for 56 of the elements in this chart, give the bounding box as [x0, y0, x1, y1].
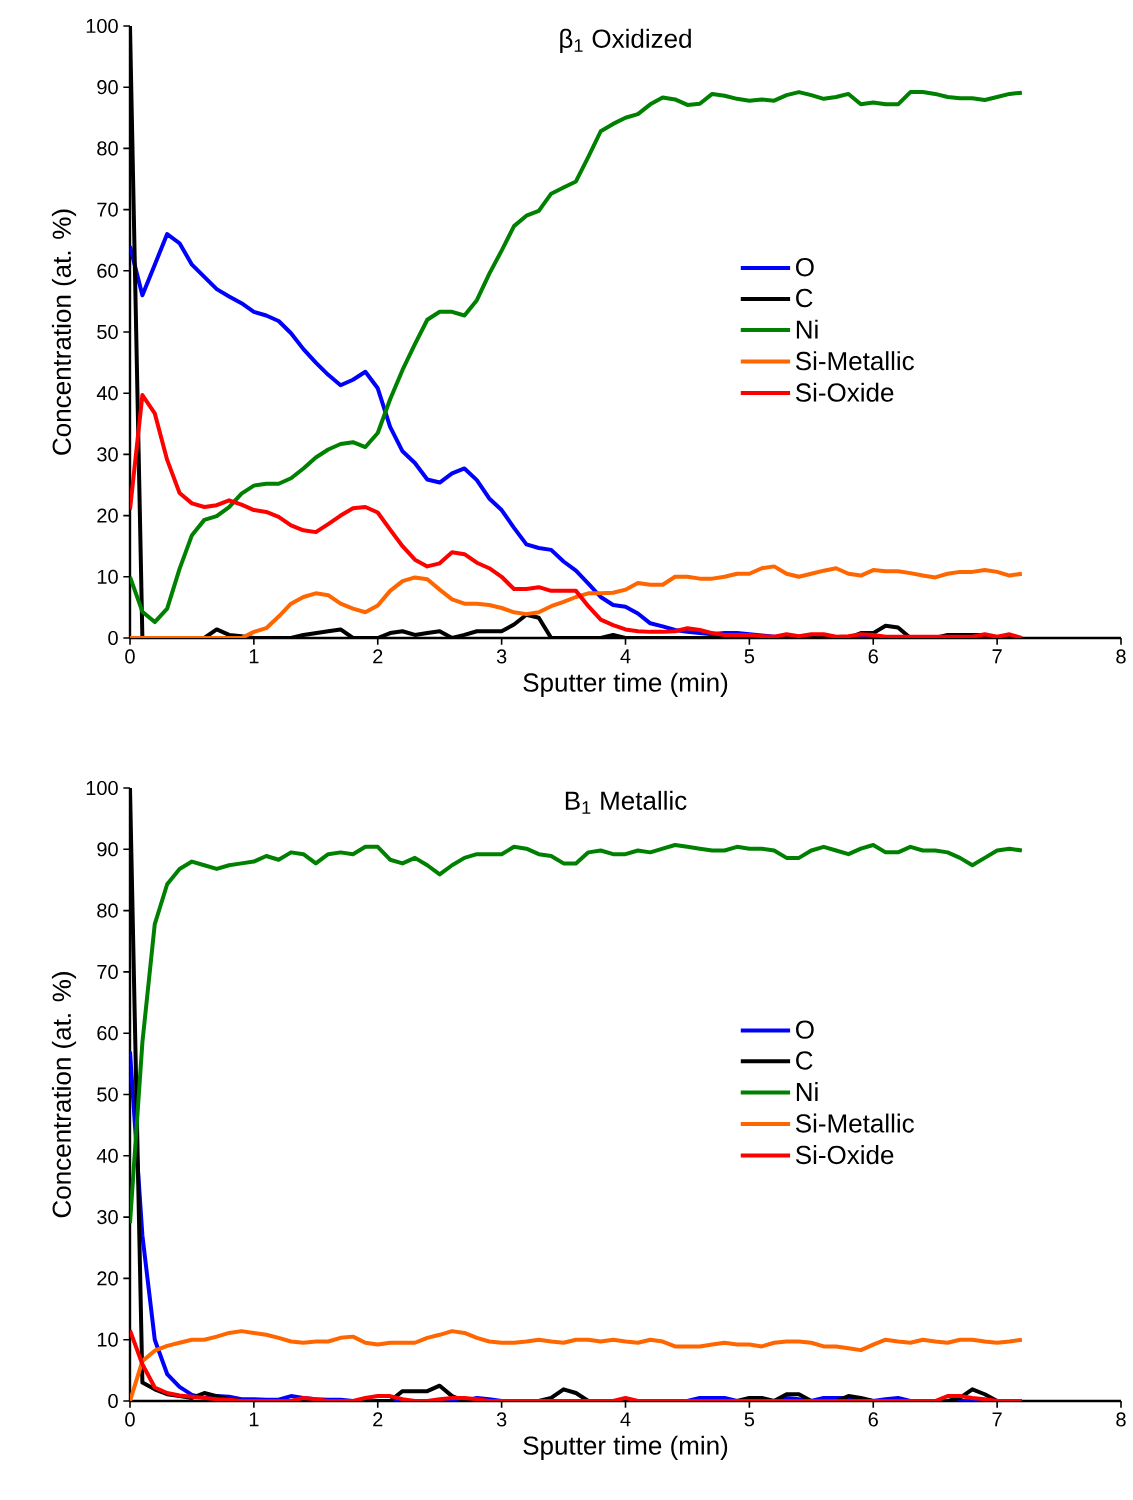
- x-tick-label: 8: [1116, 649, 1126, 664]
- y-axis-title: Concentration (at. %): [51, 972, 77, 1218]
- y-tick-label: 20: [97, 1271, 118, 1286]
- y-tick-label: 60: [97, 263, 118, 278]
- y-tick-label: 40: [96, 386, 118, 401]
- x-tick-label: 3: [496, 1412, 507, 1427]
- legend-label: Ni: [796, 319, 818, 339]
- y-tick-label: 10: [97, 569, 118, 584]
- x-tick-label: 5: [744, 649, 755, 664]
- y-tick-label: 30: [97, 1210, 118, 1225]
- x-tick-label: 2: [373, 1412, 383, 1427]
- y-tick-label: 90: [97, 80, 118, 95]
- legend-label: C: [796, 1051, 813, 1070]
- y-tick-label: 0: [108, 1393, 118, 1409]
- y-tick-label: 100: [86, 780, 118, 796]
- x-tick-label: 7: [992, 1412, 1002, 1427]
- x-tick-label: 6: [868, 649, 878, 664]
- chart-title: β$_{1}$ Oxidized: [560, 28, 691, 54]
- y-tick-label: 20: [97, 508, 118, 523]
- x-tick-label: 2: [373, 649, 383, 664]
- x-tick-label: 1: [249, 649, 259, 664]
- y-tick-label: 30: [97, 447, 118, 462]
- legend-label: Si-Oxide: [795, 1145, 894, 1165]
- y-tick-label: 80: [97, 141, 118, 156]
- y-tick-label: 100: [86, 18, 118, 34]
- y-tick-label: 70: [97, 202, 118, 217]
- y-tick-label: 70: [97, 964, 118, 979]
- x-tick-label: 4: [620, 649, 631, 664]
- y-tick-label: 50: [97, 324, 118, 340]
- y-tick-label: 80: [97, 903, 118, 918]
- x-tick-label: 1: [249, 1412, 259, 1427]
- legend-label: O: [796, 258, 814, 277]
- chart-title: B$_{1}$ Metallic: [565, 790, 687, 814]
- x-axis-title: Sputter time (min): [523, 672, 728, 697]
- x-tick-label: 6: [868, 1412, 878, 1427]
- legend-label: Si-Metallic: [795, 351, 914, 371]
- y-tick-label: 10: [97, 1332, 118, 1347]
- legend-label: C: [796, 288, 813, 308]
- legend-label: Si-Oxide: [795, 382, 894, 402]
- x-tick-label: 5: [744, 1412, 755, 1427]
- y-tick-label: 50: [97, 1087, 118, 1102]
- x-tick-label: 0: [125, 1412, 135, 1427]
- x-tick-label: 0: [125, 649, 135, 664]
- x-tick-label: 3: [496, 649, 507, 664]
- y-tick-label: 0: [108, 630, 118, 646]
- legend-label: Ni: [796, 1082, 818, 1101]
- y-axis-title: Concentration (at. %): [51, 209, 77, 455]
- legend-label: Si-Metallic: [795, 1113, 914, 1133]
- x-tick-label: 8: [1116, 1412, 1126, 1427]
- y-tick-label: 60: [97, 1026, 118, 1041]
- x-tick-label: 7: [992, 649, 1002, 664]
- x-tick-label: 4: [620, 1412, 631, 1427]
- legend-label: O: [796, 1020, 814, 1039]
- y-tick-label: 90: [97, 842, 118, 857]
- y-tick-label: 40: [96, 1148, 118, 1163]
- x-axis-title: Sputter time (min): [523, 1435, 728, 1460]
